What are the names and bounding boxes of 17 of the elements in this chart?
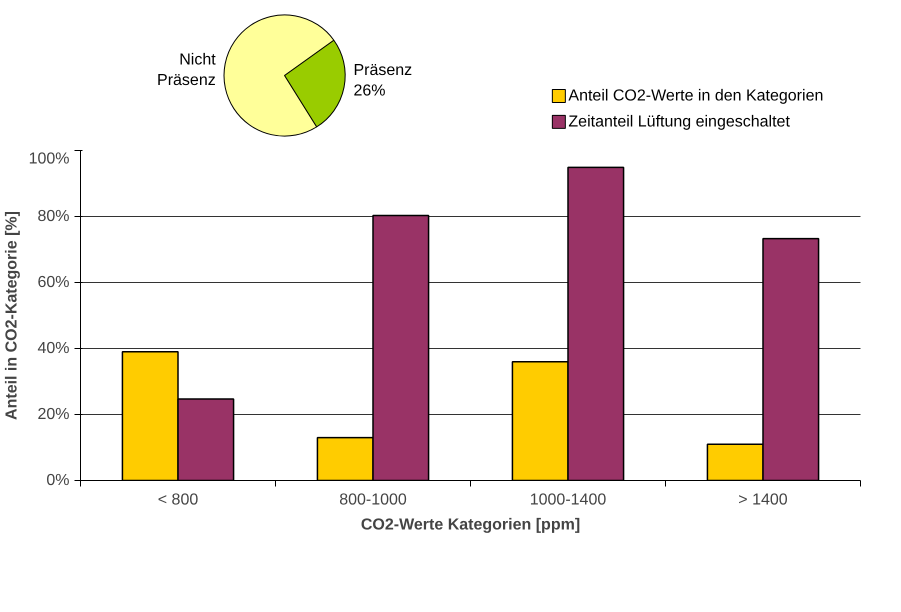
x-tick-label: 1000-1400 [530, 492, 606, 508]
x-tick-label: > 1400 [738, 492, 788, 508]
slice-label: Präsenz [353, 62, 412, 80]
x-tick-label: 800-1000 [339, 492, 407, 508]
legend-label: Zeitanteil Lüftung eingeschaltet [568, 113, 790, 130]
x-axis-title: CO2-Werte Kategorien [ppm] [360, 516, 580, 534]
y-tick-label: 60% [37, 274, 70, 291]
y-tick-label: 20% [37, 406, 70, 423]
data-label: 26% [353, 82, 386, 100]
y-tick-label: 40% [37, 340, 70, 357]
y-tick-label: 100% [28, 150, 70, 168]
y-axis-title: Anteil in CO2-Kategorie [%] [4, 211, 21, 420]
y-tick-label: 0% [46, 472, 70, 489]
x-tick-label: < 800 [158, 492, 198, 508]
legend-label: Anteil CO2-Werte in den Kategorien [568, 87, 824, 104]
slice-label: Nicht Präsenz [157, 52, 216, 89]
y-tick-label: 80% [37, 208, 70, 225]
